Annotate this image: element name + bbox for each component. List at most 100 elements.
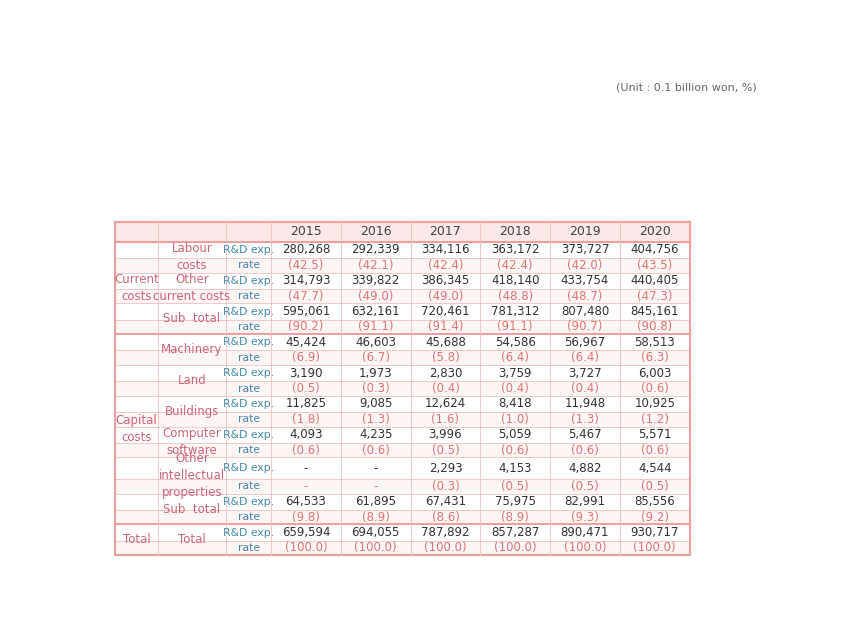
Text: R&D exp.: R&D exp. bbox=[223, 368, 274, 378]
Text: Sub  total: Sub total bbox=[164, 502, 220, 516]
Text: (8.9): (8.9) bbox=[501, 511, 529, 523]
Bar bbox=[115, 396, 689, 412]
Text: 8,418: 8,418 bbox=[499, 398, 532, 410]
Text: 4,882: 4,882 bbox=[568, 462, 602, 474]
Bar bbox=[115, 381, 689, 396]
Text: rate: rate bbox=[237, 384, 259, 394]
Text: 5,467: 5,467 bbox=[568, 428, 602, 441]
Text: (0.5): (0.5) bbox=[571, 480, 599, 493]
Bar bbox=[115, 335, 689, 350]
Text: 75,975: 75,975 bbox=[494, 495, 536, 508]
Text: 54,586: 54,586 bbox=[494, 336, 536, 349]
Text: R&D exp.: R&D exp. bbox=[223, 399, 274, 409]
Text: -: - bbox=[304, 462, 308, 474]
Text: 433,754: 433,754 bbox=[561, 274, 609, 287]
Text: (48.7): (48.7) bbox=[567, 289, 603, 303]
Text: 58,513: 58,513 bbox=[634, 336, 675, 349]
Text: (0.6): (0.6) bbox=[292, 444, 320, 457]
Text: (48.8): (48.8) bbox=[498, 289, 533, 303]
Text: 659,594: 659,594 bbox=[282, 526, 330, 539]
Text: (0.6): (0.6) bbox=[362, 444, 389, 457]
Text: Capital
costs: Capital costs bbox=[115, 415, 158, 445]
Text: -: - bbox=[373, 462, 378, 474]
Text: -: - bbox=[373, 480, 378, 493]
Text: (9.8): (9.8) bbox=[292, 511, 320, 523]
Text: 5,059: 5,059 bbox=[499, 428, 532, 441]
Text: (42.5): (42.5) bbox=[288, 259, 324, 272]
Text: 386,345: 386,345 bbox=[421, 274, 470, 287]
Text: (1.3): (1.3) bbox=[362, 413, 389, 426]
Bar bbox=[115, 222, 689, 555]
Text: (100.0): (100.0) bbox=[494, 541, 537, 555]
Text: rate: rate bbox=[237, 322, 259, 332]
Bar bbox=[115, 525, 689, 541]
Text: (0.6): (0.6) bbox=[501, 444, 529, 457]
Text: 6,003: 6,003 bbox=[638, 367, 672, 380]
Text: 807,480: 807,480 bbox=[561, 305, 609, 318]
Text: 2,830: 2,830 bbox=[429, 367, 462, 380]
Text: 3,727: 3,727 bbox=[568, 367, 602, 380]
Text: (47.3): (47.3) bbox=[637, 289, 672, 303]
Text: 632,161: 632,161 bbox=[351, 305, 400, 318]
Text: (0.5): (0.5) bbox=[292, 382, 320, 395]
Text: R&D exp.: R&D exp. bbox=[223, 430, 274, 439]
Text: 5,571: 5,571 bbox=[638, 428, 672, 441]
Text: 12,624: 12,624 bbox=[425, 398, 466, 410]
Text: (42.1): (42.1) bbox=[358, 259, 393, 272]
Text: 280,268: 280,268 bbox=[282, 244, 330, 256]
Bar bbox=[115, 457, 689, 479]
Text: (0.6): (0.6) bbox=[571, 444, 599, 457]
Text: 45,688: 45,688 bbox=[425, 336, 466, 349]
Text: (0.3): (0.3) bbox=[362, 382, 389, 395]
Bar bbox=[115, 427, 689, 443]
Text: (47.7): (47.7) bbox=[288, 289, 324, 303]
Text: 2,293: 2,293 bbox=[428, 462, 462, 474]
Text: rate: rate bbox=[237, 260, 259, 270]
Text: (Unit : 0.1 billion won, %): (Unit : 0.1 billion won, %) bbox=[616, 83, 757, 92]
Bar bbox=[115, 242, 689, 258]
Text: (91.1): (91.1) bbox=[498, 321, 533, 333]
Text: 85,556: 85,556 bbox=[634, 495, 675, 508]
Bar bbox=[115, 479, 689, 494]
Text: (100.0): (100.0) bbox=[354, 541, 397, 555]
Text: 930,717: 930,717 bbox=[630, 526, 679, 539]
Text: rate: rate bbox=[237, 543, 259, 553]
Text: (9.2): (9.2) bbox=[641, 511, 669, 523]
Bar bbox=[115, 443, 689, 457]
Bar bbox=[115, 258, 689, 273]
Text: 82,991: 82,991 bbox=[565, 495, 605, 508]
Text: 2017: 2017 bbox=[430, 225, 461, 238]
Text: Land: Land bbox=[177, 374, 206, 387]
Text: (90.8): (90.8) bbox=[637, 321, 672, 333]
Text: 10,925: 10,925 bbox=[634, 398, 675, 410]
Bar bbox=[115, 222, 689, 242]
Text: (43.5): (43.5) bbox=[637, 259, 672, 272]
Text: 2016: 2016 bbox=[360, 225, 392, 238]
Text: 440,405: 440,405 bbox=[631, 274, 679, 287]
Text: (9.3): (9.3) bbox=[571, 511, 599, 523]
Text: (0.3): (0.3) bbox=[432, 480, 460, 493]
Text: 4,235: 4,235 bbox=[359, 428, 393, 441]
Text: 845,161: 845,161 bbox=[630, 305, 679, 318]
Text: 314,793: 314,793 bbox=[282, 274, 330, 287]
Text: (6.4): (6.4) bbox=[501, 351, 529, 364]
Text: (49.0): (49.0) bbox=[427, 289, 463, 303]
Text: rate: rate bbox=[237, 481, 259, 492]
Text: 2020: 2020 bbox=[639, 225, 671, 238]
Text: 857,287: 857,287 bbox=[491, 526, 539, 539]
Text: (91.1): (91.1) bbox=[358, 321, 393, 333]
Bar bbox=[115, 541, 689, 555]
Text: 334,116: 334,116 bbox=[421, 244, 470, 256]
Text: 781,312: 781,312 bbox=[491, 305, 539, 318]
Text: 3,759: 3,759 bbox=[499, 367, 532, 380]
Text: Current
costs: Current costs bbox=[114, 273, 159, 303]
Text: R&D exp.: R&D exp. bbox=[223, 307, 274, 317]
Text: 2015: 2015 bbox=[290, 225, 322, 238]
Bar bbox=[115, 303, 689, 320]
Text: 11,825: 11,825 bbox=[286, 398, 326, 410]
Text: 4,544: 4,544 bbox=[638, 462, 672, 474]
Text: 373,727: 373,727 bbox=[561, 244, 609, 256]
Text: Computer
software: Computer software bbox=[163, 427, 221, 457]
Text: 61,895: 61,895 bbox=[355, 495, 396, 508]
Text: (0.5): (0.5) bbox=[501, 480, 529, 493]
